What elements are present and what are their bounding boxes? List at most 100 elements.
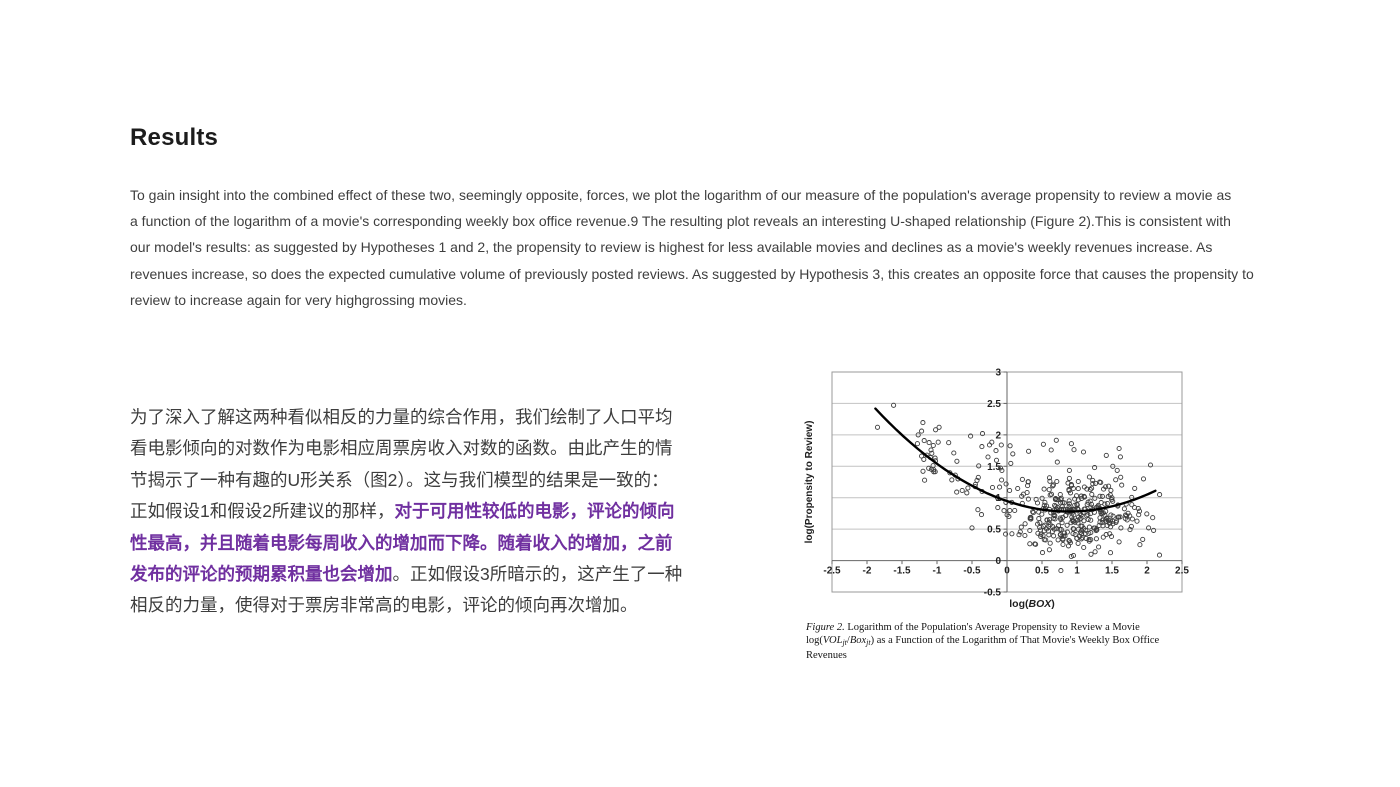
scatter-point xyxy=(1015,485,1021,492)
scatter-point xyxy=(1079,531,1085,537)
scatter-point xyxy=(1108,487,1114,493)
scatter-point xyxy=(1102,501,1108,507)
scatter-point xyxy=(935,439,941,445)
scatter-point xyxy=(964,490,970,496)
text-line: revenues increase, so does the expected … xyxy=(130,265,1254,282)
trend-curve xyxy=(874,407,1157,513)
scatter-point xyxy=(1024,489,1030,496)
scatter-point xyxy=(1070,552,1077,559)
scatter-point xyxy=(1068,482,1074,488)
scatter-point xyxy=(1078,536,1084,542)
scatter-point xyxy=(1025,496,1031,502)
scatter-point xyxy=(1047,478,1053,484)
scatter-point xyxy=(1088,530,1094,536)
scatter-point xyxy=(954,458,960,464)
scatter-point xyxy=(986,442,993,448)
scatter-point xyxy=(1119,482,1125,488)
x-tick-label: -0.5 xyxy=(963,566,981,577)
scatter-point xyxy=(1075,478,1081,485)
scatter-point xyxy=(933,427,939,433)
scatter-point xyxy=(1097,519,1103,525)
x-tick-label: -1.5 xyxy=(893,566,911,577)
scatter-point xyxy=(1044,517,1050,523)
scatter-point xyxy=(1012,507,1018,514)
scatter-point xyxy=(1136,512,1142,518)
scatter-point xyxy=(1066,498,1072,504)
x-tick-label: 2.5 xyxy=(1175,566,1189,577)
scatter-point xyxy=(1107,518,1114,524)
scatter-point xyxy=(1027,527,1033,534)
scatter-point xyxy=(920,420,926,426)
scatter-point xyxy=(975,474,981,480)
scatter-point xyxy=(1022,521,1028,527)
x-tick-label: -1 xyxy=(933,566,942,577)
scatter-point xyxy=(1052,513,1058,519)
scatter-point xyxy=(1099,511,1105,517)
scatter-point xyxy=(1089,485,1095,491)
scatter-point xyxy=(995,505,1001,511)
text-segment: 为了深入了解这两种看似相反的力量的综合作用，我们绘制了人口平均 xyxy=(130,407,673,427)
scatter-point xyxy=(974,477,980,483)
scatter-point xyxy=(1066,501,1072,507)
scatter-point xyxy=(1107,531,1113,537)
scatter-point xyxy=(1039,550,1046,556)
scatter-point xyxy=(1157,492,1163,498)
highlighted-text: 性最高，并且随着电影每周收入的增加而下降。随着收入的增加，之前 xyxy=(130,532,673,553)
scatter-point xyxy=(1110,518,1116,524)
scatter-point xyxy=(1106,483,1112,489)
scatter-point xyxy=(989,484,996,491)
scatter-point xyxy=(1150,515,1156,521)
scatter-point xyxy=(1027,541,1033,547)
scatter-point xyxy=(1096,544,1102,550)
y-tick-label: 0 xyxy=(995,556,1001,567)
scatter-point xyxy=(1057,515,1063,521)
scatter-point xyxy=(1036,516,1042,522)
text-line: 发布的评论的预期累积量也会增加。正如假设3所暗示的，这产生了一种 xyxy=(130,559,682,590)
scatter-point xyxy=(921,438,927,444)
scatter-point xyxy=(1132,485,1138,491)
text-segment: 节揭示了一种有趣的U形关系（图2）。这与我们模型的结果是一致的： xyxy=(130,469,669,490)
scatter-point xyxy=(1137,542,1143,548)
scatter-point xyxy=(1081,494,1088,500)
scatter-point xyxy=(1086,524,1092,530)
scatter-point xyxy=(1083,535,1089,541)
scatter-point xyxy=(1037,524,1043,531)
scatter-point xyxy=(999,477,1005,483)
caption-line: log(VOLjt/Boxjt) as a Function of the Lo… xyxy=(806,634,1198,649)
scatter-point xyxy=(965,485,971,491)
scatter-point xyxy=(968,433,974,439)
y-tick-label: 2.5 xyxy=(987,399,1001,410)
scatter-point xyxy=(1113,519,1119,525)
scatter-point xyxy=(1069,517,1075,523)
scatter-point xyxy=(1019,476,1025,482)
text-line: 正如假设1和假设2所建议的那样，对于可用性较低的电影，评论的倾向 xyxy=(130,496,682,527)
scatter-point xyxy=(1060,541,1066,548)
x-tick-label: 0.5 xyxy=(1035,566,1049,577)
scatter-point xyxy=(1054,459,1060,465)
scatter-point xyxy=(976,463,982,469)
text-segment: 看电影倾向的对数作为电影相应周票房收入对数的函数。由此产生的情 xyxy=(130,438,673,459)
scatter-point xyxy=(946,440,952,446)
results-heading: Results xyxy=(130,124,219,152)
scatter-point xyxy=(1070,526,1076,532)
text-segment: 相反的力量，使得对于票房非常高的电影，评论的倾向再次增加。 xyxy=(130,595,638,616)
scatter-point xyxy=(1046,517,1053,523)
scatter-point xyxy=(1087,487,1093,493)
scatter-point xyxy=(1118,474,1124,480)
scatter-point xyxy=(1103,532,1109,538)
scatter-point xyxy=(1088,517,1094,523)
scatter-point xyxy=(1041,486,1047,492)
scatter-point xyxy=(975,507,981,513)
text-line: To gain insight into the combined effect… xyxy=(130,187,1232,203)
x-tick-label: 1.5 xyxy=(1105,566,1119,577)
scatter-point xyxy=(951,450,957,456)
highlighted-text: 对于可用性较低的电影，评论的倾向 xyxy=(394,501,675,522)
scatter-point xyxy=(1107,550,1114,556)
scatter-point xyxy=(998,442,1004,448)
figure-caption: Figure 2. Logarithm of the Population's … xyxy=(806,621,1198,663)
scatter-point xyxy=(1055,537,1061,543)
scatter-point xyxy=(1047,492,1053,498)
scatter-point xyxy=(1090,477,1096,483)
scatter-point xyxy=(1129,502,1135,508)
scatter-point xyxy=(1046,523,1052,529)
